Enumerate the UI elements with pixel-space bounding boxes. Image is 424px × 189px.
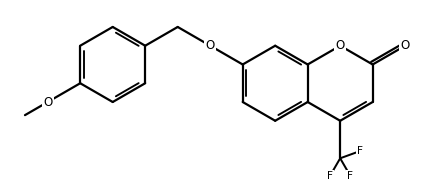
Text: F: F (327, 171, 333, 181)
Text: F: F (348, 171, 354, 181)
Text: O: O (43, 95, 52, 108)
Text: O: O (206, 39, 215, 52)
Text: F: F (357, 146, 363, 156)
Text: O: O (335, 39, 345, 52)
Text: O: O (401, 39, 410, 52)
